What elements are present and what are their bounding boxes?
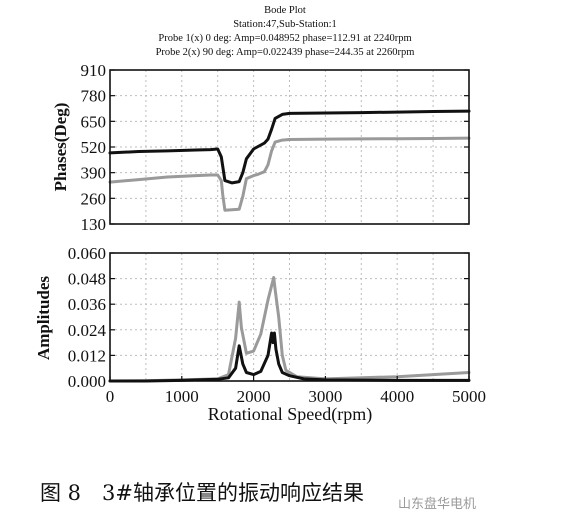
x-tick-label: 3000 [308, 387, 342, 406]
chart-subtitle-station: Station:47,Sub-Station:1 [233, 19, 337, 30]
phase-series-group [108, 109, 471, 212]
y-tick-label: 0.048 [68, 270, 106, 289]
x-tick-label: 5000 [452, 387, 486, 406]
y-tick-label: 650 [81, 112, 107, 131]
y-tick-label: 520 [81, 138, 107, 157]
figure-caption: 图 8 3#轴承位置的振动响应结果 [40, 481, 364, 505]
chart-title: Bode Plot [264, 5, 306, 16]
y-tick-label: 0.012 [68, 346, 106, 365]
amplitude-plot-frame [109, 252, 470, 382]
phase-series-1-line [108, 109, 471, 185]
x-tick-label: 4000 [380, 387, 414, 406]
y-tick-label: 390 [81, 164, 107, 183]
amplitude-grid [110, 253, 469, 381]
phase-series-2-line [108, 136, 471, 212]
watermark-logo: 山东盘华电机 [398, 496, 476, 512]
y-tick-label: 780 [81, 87, 107, 106]
amplitude-series-group [108, 276, 471, 383]
x-tick-label: 2000 [237, 387, 271, 406]
y-tick-label: 0.060 [68, 244, 106, 263]
x-tick-label: 0 [106, 387, 115, 406]
x-axis-label: Rotational Speed(rpm) [208, 404, 372, 425]
phase-y-ticks: 910 780 650 520 390 260 130 [81, 61, 469, 234]
amplitude-x-ticks: 0 1000 2000 3000 4000 5000 [106, 376, 486, 406]
y-tick-label: 0.036 [68, 295, 106, 314]
y-tick-label: 130 [81, 215, 107, 234]
y-tick-label: 910 [81, 61, 107, 80]
phase-grid [110, 70, 469, 224]
y-tick-label: 260 [81, 189, 107, 208]
chart-subtitle-probe1: Probe 1(x) 0 deg: Amp=0.048952 phase=112… [158, 33, 411, 44]
amplitude-series-1-line [108, 331, 471, 383]
y-tick-label: 0.000 [68, 372, 106, 391]
phase-axis-label: Phases(Deg) [51, 103, 70, 192]
x-tick-label: 1000 [165, 387, 199, 406]
amplitude-y-ticks: 0.060 0.048 0.036 0.024 0.012 0.000 [68, 244, 469, 391]
amplitude-axis-label: Amplitudes [34, 276, 53, 360]
y-tick-label: 0.024 [68, 321, 107, 340]
chart-subtitle-probe2: Probe 2(x) 90 deg: Amp=0.022439 phase=24… [156, 47, 415, 58]
